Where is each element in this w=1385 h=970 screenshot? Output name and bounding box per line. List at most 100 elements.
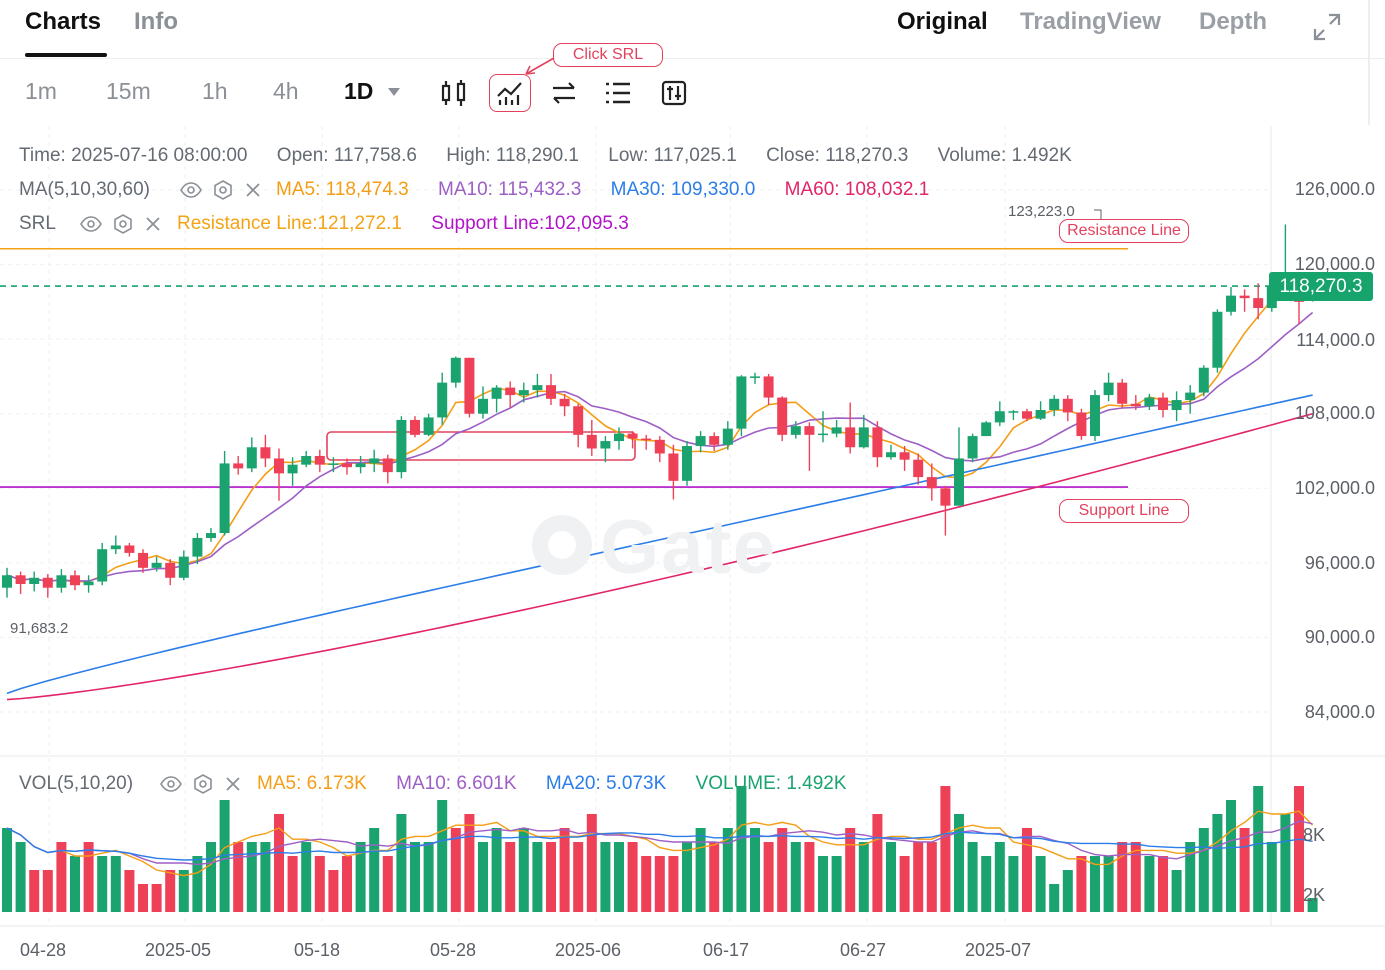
ma60-value: MA60: 108,032.1 xyxy=(784,179,930,200)
candle-body xyxy=(478,398,488,414)
volume-bar xyxy=(369,828,380,912)
volume-bar xyxy=(2,828,12,912)
interval-1m[interactable]: 1m xyxy=(25,78,57,104)
ma-indicator-label: MA(5,10,30,60) xyxy=(19,179,150,200)
candle-body xyxy=(586,434,597,449)
volume-bar xyxy=(532,842,543,912)
candle-body xyxy=(287,464,298,474)
swap-arrows-icon[interactable] xyxy=(545,74,583,112)
ma-values: MA5: 118,474.3 MA10: 115,432.3 MA30: 109… xyxy=(276,179,929,201)
candle-body xyxy=(1035,409,1046,419)
candle-body xyxy=(994,411,1005,423)
volume-bar xyxy=(1266,842,1277,912)
candle-body xyxy=(954,458,964,506)
volume-bar xyxy=(1103,856,1114,912)
candle-body xyxy=(423,417,434,435)
candle-body xyxy=(233,463,244,469)
volume-bar xyxy=(15,842,26,912)
volume-bar xyxy=(668,856,679,912)
volume-bar xyxy=(450,828,461,912)
volume-bar xyxy=(97,856,108,912)
resistance-value: Resistance Line:121,272.1 xyxy=(177,213,402,234)
srl-close-icon[interactable] xyxy=(144,215,162,238)
vol-settings-icon[interactable] xyxy=(192,774,214,799)
interval-15m[interactable]: 15m xyxy=(106,78,151,104)
volume-bar xyxy=(70,856,80,912)
candle-body xyxy=(29,577,40,584)
ma-close-icon[interactable] xyxy=(244,181,262,204)
volume-bar xyxy=(763,842,774,912)
volume-bar xyxy=(124,870,135,912)
fullscreen-icon[interactable] xyxy=(1312,12,1342,47)
ma-settings-icon[interactable] xyxy=(212,180,234,205)
volume-bar xyxy=(818,856,828,912)
chevron-down-icon[interactable] xyxy=(388,88,400,96)
srl-eye-icon[interactable] xyxy=(80,214,102,239)
vol-tick: 2K xyxy=(1302,885,1325,905)
candle-body xyxy=(736,376,747,429)
volume-bar xyxy=(246,842,257,912)
price-tick: 84,000.0 xyxy=(1304,702,1375,722)
volume-bar xyxy=(396,814,407,912)
tab-charts[interactable]: Charts xyxy=(25,8,102,35)
volume-bar xyxy=(518,828,529,912)
volume-bar xyxy=(1307,898,1318,912)
interval-1d[interactable]: 1D xyxy=(344,78,374,104)
candle-body xyxy=(899,452,910,460)
volume-bar xyxy=(1253,786,1264,912)
x-tick: 06-27 xyxy=(840,940,887,960)
candle-body xyxy=(1253,298,1264,309)
list-settings-icon[interactable] xyxy=(599,74,637,112)
candle-body xyxy=(138,552,148,568)
volume-bar xyxy=(804,842,815,912)
volume-bar xyxy=(886,842,896,912)
candle-body xyxy=(1144,397,1155,407)
interval-4h[interactable]: 4h xyxy=(273,78,299,104)
candle-body xyxy=(260,447,271,459)
view-tradingview[interactable]: TradingView xyxy=(1020,8,1161,35)
x-tick: 04-28 xyxy=(20,940,67,960)
volume-bar xyxy=(1144,856,1155,912)
support-value: Support Line:102,095.3 xyxy=(431,213,629,234)
vol-values: MA5: 6.173K MA10: 6.601K MA20: 5.073K VO… xyxy=(257,773,847,795)
volume-bar xyxy=(1212,814,1223,912)
chart-settings-icon[interactable] xyxy=(655,74,693,112)
candle-body xyxy=(1226,295,1236,312)
tab-info[interactable]: Info xyxy=(134,8,178,35)
volume-bar xyxy=(954,814,964,912)
candle-body xyxy=(70,575,80,586)
srl-indicator-button[interactable] xyxy=(489,74,531,112)
x-tick: 05-18 xyxy=(294,940,341,960)
price-chart[interactable] xyxy=(0,126,1385,936)
ohlc-close: Close: 118,270.3 xyxy=(766,145,909,166)
vol-close-icon[interactable] xyxy=(224,775,242,798)
ma-eye-icon[interactable] xyxy=(180,180,202,205)
interval-1h[interactable]: 1h xyxy=(202,78,228,104)
candle-body xyxy=(491,387,502,399)
ma10-value: MA10: 115,432.3 xyxy=(438,179,582,200)
vol-eye-icon[interactable] xyxy=(160,774,182,799)
volume-bar xyxy=(1117,842,1128,912)
resistance-line-annotation: Resistance Line xyxy=(1059,219,1189,243)
candle-body xyxy=(981,422,992,437)
candle-body xyxy=(178,556,189,578)
view-depth[interactable]: Depth xyxy=(1199,8,1267,35)
volume-bar xyxy=(151,884,162,912)
volume-bar xyxy=(586,814,597,912)
candle-body xyxy=(1239,295,1250,299)
candle-body xyxy=(886,452,896,458)
candle-body xyxy=(42,577,53,588)
volume-bar xyxy=(600,842,611,912)
candle-body xyxy=(246,447,257,469)
candle-body xyxy=(940,488,951,506)
srl-settings-icon[interactable] xyxy=(112,214,134,239)
candlestick-type-icon[interactable] xyxy=(435,74,473,112)
price-tick: 126,000.0 xyxy=(1294,179,1375,199)
candle-body xyxy=(1076,412,1087,437)
view-original[interactable]: Original xyxy=(897,8,988,35)
price-tick: 114,000.0 xyxy=(1296,330,1375,350)
candle-body xyxy=(750,376,760,378)
candle-body xyxy=(110,545,121,550)
candle-body xyxy=(1022,411,1032,419)
volume-bar xyxy=(464,814,475,912)
